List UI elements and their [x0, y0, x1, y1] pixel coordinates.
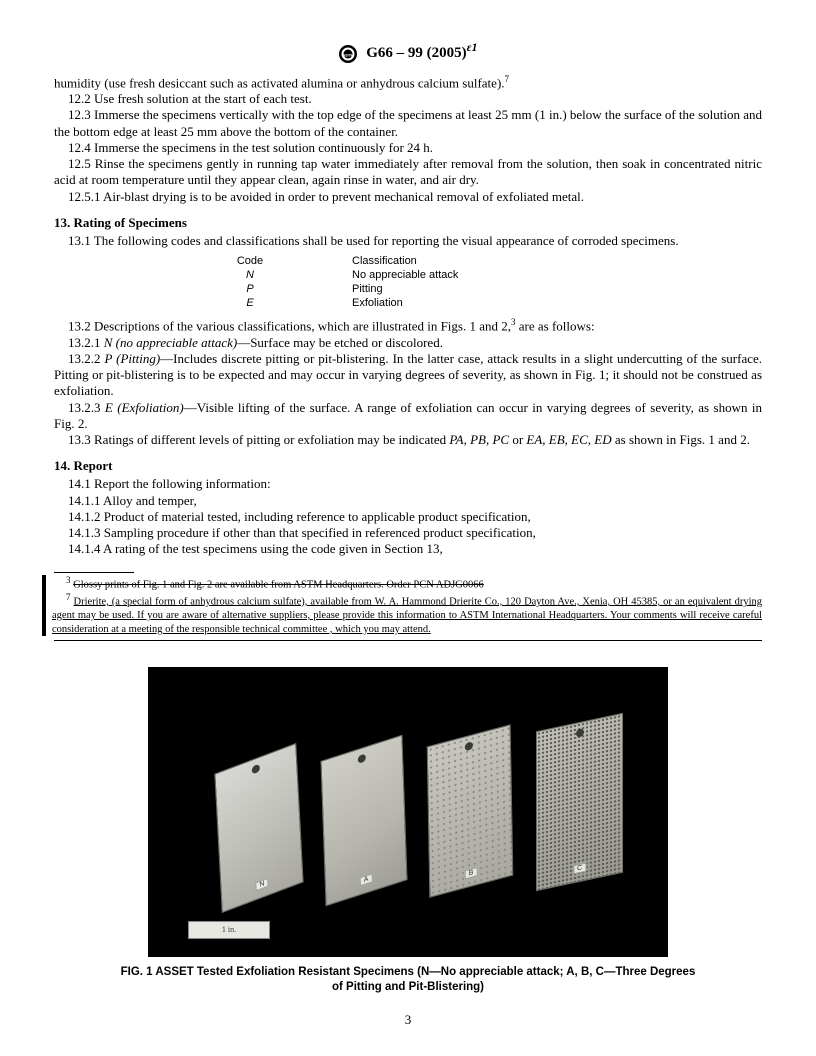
specimen-label-n: N	[255, 878, 269, 892]
section-13-heading: 13. Rating of Specimens	[54, 215, 762, 231]
para-13-3-e: as shown in Figs. 1 and 2.	[612, 432, 750, 447]
table-header-row: Code Classification	[150, 255, 666, 267]
para-13-3-d: EA, EB, EC, ED	[526, 432, 611, 447]
specimen-label-c: C	[573, 863, 586, 875]
footnotes-block: 3 Glossy prints of Fig. 1 and Fig. 2 are…	[42, 575, 762, 637]
para-14-1: 14.1 Report the following information:	[54, 476, 762, 492]
para-13-2-2-num: 13.2.2	[68, 351, 104, 366]
table-class-cell: No appreciable attack	[352, 269, 666, 281]
para-13-2: 13.2 Descriptions of the various classif…	[54, 317, 762, 335]
para-13-1: 13.1 The following codes and classificat…	[54, 233, 762, 249]
designation-text: G66 – 99 (2005)	[366, 45, 466, 61]
epsilon-mark: ε1	[467, 40, 478, 54]
page-number: 3	[405, 1012, 412, 1028]
footnote-7-text: Drierite, (a special form of anhydrous c…	[52, 596, 762, 634]
para-13-2-a: 13.2 Descriptions of the various classif…	[68, 318, 511, 333]
specimen-hole-icon	[252, 764, 260, 775]
table-head-code: Code	[150, 255, 350, 267]
footnote-7-marker: 7	[505, 74, 510, 84]
para-humidity: humidity (use fresh desiccant such as ac…	[54, 74, 762, 92]
specimen-c: C	[536, 713, 623, 891]
para-14-1-2: 14.1.2 Product of material tested, inclu…	[54, 509, 762, 525]
figure-1-caption: FIG. 1 ASSET Tested Exfoliation Resistan…	[114, 965, 702, 995]
table-code-cell: E	[150, 297, 350, 309]
para-humidity-text: humidity (use fresh desiccant such as ac…	[54, 75, 505, 90]
para-13-2-3-term: E (Exfoliation)	[105, 400, 184, 415]
para-13-2-1-term: N (no appreciable attack)	[104, 335, 237, 350]
table-code-cell: P	[150, 283, 350, 295]
para-13-2-3: 13.2.3 E (Exfoliation)—Visible lifting o…	[54, 400, 762, 433]
para-12-2: 12.2 Use fresh solution at the start of …	[54, 91, 762, 107]
table-code-cell: N	[150, 269, 350, 281]
footnote-7: 7 Drierite, (a special form of anhydrous…	[52, 592, 762, 636]
specimen-hole-icon	[465, 742, 473, 752]
para-13-3-a: 13.3 Ratings of different levels of pitt…	[68, 432, 449, 447]
footnote-rule-bottom	[54, 640, 762, 641]
para-13-2-2-term: P (Pitting)	[104, 351, 160, 366]
specimen-b: B	[427, 724, 514, 898]
scale-ruler: 1 in.	[188, 921, 270, 939]
para-12-4: 12.4 Immerse the specimens in the test s…	[54, 140, 762, 156]
para-14-1-4: 14.1.4 A rating of the test specimens us…	[54, 541, 762, 557]
figure-1-image: N A B C 1 in.	[148, 667, 668, 957]
specimen-a: A	[320, 735, 407, 907]
footnote-rule	[54, 572, 134, 573]
classification-table: Code Classification N No appreciable att…	[148, 253, 668, 311]
para-13-2-b: are as follows:	[516, 318, 595, 333]
table-class-cell: Exfoliation	[352, 297, 666, 309]
para-13-3-c: or	[509, 432, 526, 447]
para-13-3-b: PA, PB, PC	[449, 432, 509, 447]
para-13-2-1-def: —Surface may be etched or discolored.	[237, 335, 443, 350]
para-13-2-2-def: —Includes discrete pitting or pit-bliste…	[54, 351, 762, 399]
footnote-3-text: Glossy prints of Fig. 1 and Fig. 2 are a…	[73, 579, 484, 590]
para-13-2-1: 13.2.1 N (no appreciable attack)—Surface…	[54, 335, 762, 351]
table-row: P Pitting	[150, 283, 666, 295]
svg-text:ASTM: ASTM	[343, 52, 355, 57]
specimen-label-a: A	[360, 874, 373, 887]
section-14-heading: 14. Report	[54, 458, 762, 474]
para-14-1-3: 14.1.3 Sampling procedure if other than …	[54, 525, 762, 541]
page-header: ASTM G66 – 99 (2005)ε1	[54, 40, 762, 64]
specimen-hole-icon	[576, 728, 584, 738]
specimen-hole-icon	[358, 754, 366, 764]
para-14-1-1: 14.1.1 Alloy and temper,	[54, 493, 762, 509]
para-13-2-1-num: 13.2.1	[68, 335, 104, 350]
figure-1-wrap: N A B C 1 in. FIG. 1 ASSET Tested Exfoli…	[54, 667, 762, 995]
table-row: E Exfoliation	[150, 297, 666, 309]
astm-logo: ASTM	[338, 44, 358, 64]
footnote-3: 3 Glossy prints of Fig. 1 and Fig. 2 are…	[52, 575, 762, 592]
specimen-label-b: B	[465, 867, 478, 879]
para-12-5-1: 12.5.1 Air-blast drying is to be avoided…	[54, 189, 762, 205]
specimen-n: N	[214, 743, 303, 913]
para-13-3: 13.3 Ratings of different levels of pitt…	[54, 432, 762, 448]
para-12-5: 12.5 Rinse the specimens gently in runni…	[54, 156, 762, 189]
para-12-3: 12.3 Immerse the specimens vertically wi…	[54, 107, 762, 140]
table-row: N No appreciable attack	[150, 269, 666, 281]
para-13-2-2: 13.2.2 P (Pitting)—Includes discrete pit…	[54, 351, 762, 400]
table-head-class: Classification	[352, 255, 666, 267]
para-13-2-3-num: 13.2.3	[68, 400, 105, 415]
table-class-cell: Pitting	[352, 283, 666, 295]
